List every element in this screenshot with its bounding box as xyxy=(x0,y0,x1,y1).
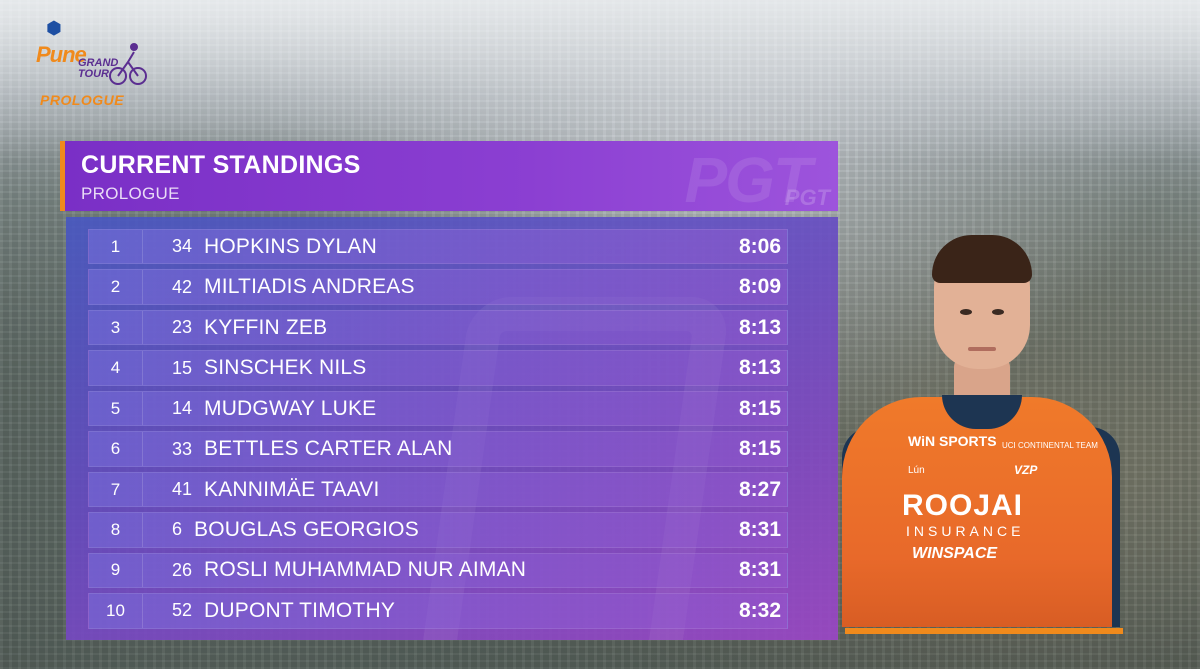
row-bib: 41 xyxy=(172,479,193,499)
leader-rider-photo: WiN SPORTS Lún UCI CONTINENTAL TEAM VZP … xyxy=(842,227,1124,627)
pgt-watermark-small: PGT xyxy=(784,185,830,210)
jersey-win-sports: WiN SPORTS xyxy=(908,433,997,449)
row-rider-name: SINSCHEK NILS xyxy=(204,356,367,380)
logo-tour: TOUR xyxy=(78,68,109,80)
jersey-winspace: WINSPACE xyxy=(912,545,998,562)
standings-row: 2 42 MILTIADIS ANDREAS 8:09 xyxy=(88,269,788,305)
standings-row: 5 14 MUDGWAY LUKE 8:15 xyxy=(88,390,788,427)
row-time: 8:15 xyxy=(738,437,781,461)
row-bib: 42 xyxy=(172,276,193,297)
row-rider-name: MILTIADIS ANDREAS xyxy=(204,275,415,299)
standings-row: 7 41 KANNIMÄE TAAVI 8:27 xyxy=(88,471,788,508)
row-rank: 7 xyxy=(89,472,143,507)
row-rank: 3 xyxy=(89,310,143,345)
bajaj-logo-icon: ⬢ xyxy=(46,18,62,38)
row-bib: 14 xyxy=(172,398,193,419)
row-rider-name: HOPKINS DYLAN xyxy=(204,234,377,258)
row-bib: 52 xyxy=(172,600,193,621)
row-bib: 26 xyxy=(172,559,193,580)
row-rider-name: ROSLI MUHAMMAD NUR AIMAN xyxy=(204,558,527,582)
standings-title: CURRENT STANDINGS xyxy=(81,151,361,179)
row-time: 8:31 xyxy=(738,517,781,541)
row-bib: 23 xyxy=(172,317,193,338)
standings-row: 8 6 BOUGLAS GEORGIOS 8:31 xyxy=(88,512,788,548)
standings-header: PGT PGT CURRENT STANDINGS PROLOGUE xyxy=(60,141,838,211)
jersey-torso xyxy=(842,397,1112,627)
jersey-vzp: VZP xyxy=(1014,463,1038,477)
rider-accent-bar xyxy=(845,628,1123,634)
row-time: 8:15 xyxy=(738,396,781,420)
row-rider-name: BETTLES CARTER ALAN xyxy=(204,437,453,461)
logo-stage-text: PROLOGUE xyxy=(40,92,125,108)
row-time: 8:09 xyxy=(738,275,781,299)
standings-row: 9 26 ROSLI MUHAMMAD NUR AIMAN 8:31 xyxy=(88,552,788,589)
row-rank: 1 xyxy=(89,230,143,264)
standings-row: 1 34 HOPKINS DYLAN 8:06 xyxy=(88,229,788,265)
rider-hair xyxy=(932,235,1032,283)
jersey-insurance: INSURANCE xyxy=(906,523,1025,539)
row-bib: 34 xyxy=(172,236,193,257)
jersey-lun: Lún xyxy=(908,465,925,476)
row-rider-name: KANNIMÄE TAAVI xyxy=(204,477,380,501)
row-rider-name: MUDGWAY LUKE xyxy=(204,396,377,420)
event-logo: ⬢ Pune GRAND TOUR PROLOGUE xyxy=(26,16,156,111)
logo-grand-tour-text: GRAND TOUR xyxy=(78,58,118,80)
row-rank: 9 xyxy=(89,553,143,588)
standings-row: 6 33 BETTLES CARTER ALAN 8:15 xyxy=(88,431,788,467)
cyclist-icon xyxy=(109,43,147,85)
row-rider-name: DUPONT TIMOTHY xyxy=(204,598,396,622)
row-rank: 6 xyxy=(89,432,143,466)
row-bib: 15 xyxy=(172,357,193,378)
row-rank: 4 xyxy=(89,351,143,385)
standings-rows: 1 34 HOPKINS DYLAN 8:06 2 42 MILTIADIS ANDREAS… xyxy=(88,229,788,634)
logo-pune-text: Pune xyxy=(36,42,87,67)
standings-row: 10 52 DUPONT TIMOTHY 8:32 xyxy=(88,593,788,629)
row-time: 8:27 xyxy=(738,477,781,501)
row-time: 8:31 xyxy=(738,558,781,582)
sky-haze xyxy=(0,0,1200,160)
row-rank: 10 xyxy=(89,594,143,628)
row-time: 8:32 xyxy=(738,598,781,622)
standings-table: 1 34 HOPKINS DYLAN 8:06 2 42 MILTIADIS ANDREAS… xyxy=(66,217,838,640)
row-rider-name: KYFFIN ZEB xyxy=(204,315,328,339)
logo-grand: GRAND xyxy=(78,57,119,69)
row-time: 8:13 xyxy=(738,315,781,339)
row-time: 8:06 xyxy=(738,234,781,258)
standings-row: 4 15 SINSCHEK NILS 8:13 xyxy=(88,350,788,386)
row-rank: 5 xyxy=(89,391,143,426)
row-rank: 2 xyxy=(89,270,143,304)
standings-row: 3 23 KYFFIN ZEB 8:13 xyxy=(88,309,788,346)
row-rider-name: BOUGLAS GEORGIOS xyxy=(194,517,419,541)
jersey-uci: UCI CONTINENTAL TEAM xyxy=(1002,441,1098,450)
row-bib: 6 xyxy=(172,519,183,540)
jersey-roojai: ROOJAI xyxy=(902,489,1024,522)
pgt-watermark: PGT xyxy=(684,144,812,211)
row-rank: 8 xyxy=(89,513,143,547)
standings-subtitle: PROLOGUE xyxy=(81,184,180,203)
row-time: 8:13 xyxy=(738,356,781,380)
row-bib: 33 xyxy=(172,438,193,459)
